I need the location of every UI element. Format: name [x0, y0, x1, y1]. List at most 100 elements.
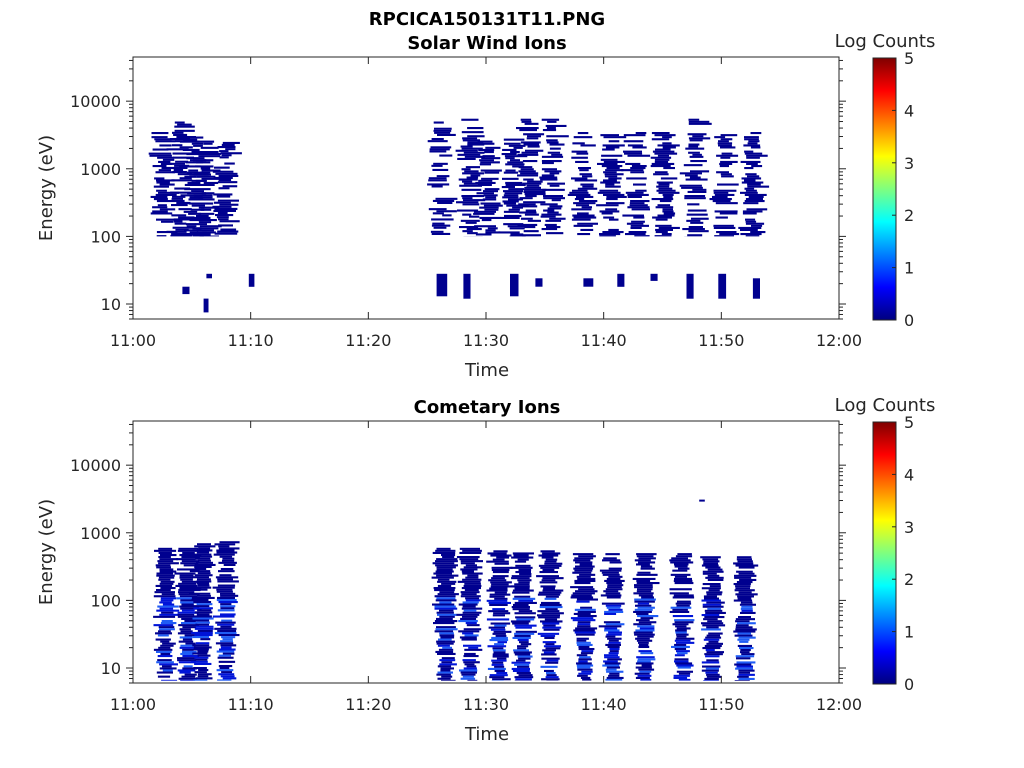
spectrogram-bin [437, 593, 459, 596]
colorbar-gradient [872, 57, 897, 321]
spectrogram-bin [159, 607, 174, 610]
spectrogram-bin [517, 655, 533, 658]
spectrogram-bin [674, 643, 687, 646]
spectrogram-bin [430, 230, 444, 233]
spectrogram-bin [579, 173, 592, 176]
spectrogram-bin [661, 233, 672, 236]
spectrogram-bin [174, 125, 195, 128]
spectrogram-bin [706, 593, 722, 596]
spectrogram-bin [463, 182, 483, 185]
spectrogram-bin [540, 550, 555, 553]
spectrogram-bin [177, 632, 198, 635]
spectrogram-bin [737, 560, 753, 563]
spectrogram-bin [509, 235, 526, 237]
spectrogram-bin [574, 582, 591, 585]
spectrogram-bin [178, 216, 195, 219]
spectrogram-bin [462, 601, 479, 604]
spectrogram-bin [185, 161, 204, 164]
spectrogram-bin [523, 178, 534, 181]
spectrogram-bin [602, 664, 620, 667]
spectrogram-bin [429, 150, 447, 153]
spectrogram-bin [186, 216, 203, 219]
spectrogram-bin [690, 221, 704, 224]
spectrogram-bin [177, 669, 196, 672]
spectrogram-bin [149, 154, 172, 157]
spectrogram-bin [180, 644, 196, 647]
spectrogram-bin [197, 673, 212, 676]
spectrogram-bin [514, 583, 530, 586]
spectrogram-bin [549, 184, 560, 187]
spectrogram-bin [218, 187, 230, 190]
spectrogram-bin [676, 664, 694, 667]
panel-1-x-label: Time [464, 360, 509, 381]
spectrogram-bin [188, 169, 199, 172]
spectrogram-bin [512, 552, 534, 555]
spectrogram-bin [570, 586, 594, 589]
spectrogram-bin [433, 587, 456, 590]
spectrogram-bin [174, 129, 195, 132]
spectrogram-bin [513, 554, 529, 557]
spectrogram-bin [663, 167, 675, 170]
spectrogram-bin [674, 660, 689, 663]
spectrogram-bin [191, 596, 215, 599]
spectrogram-bin [707, 620, 722, 623]
spectrogram-bin [745, 235, 760, 237]
spectrogram-bin [459, 226, 479, 229]
spectrogram-bin [493, 651, 506, 654]
spectrogram-bin [191, 553, 212, 556]
spectrogram-bin [157, 655, 173, 658]
spectrogram-bin [576, 152, 589, 155]
spectrogram-bin [475, 233, 492, 236]
spectrogram-bin [651, 198, 674, 201]
spectrogram-bin [442, 214, 452, 217]
spectrogram-bin [516, 672, 531, 675]
spectrogram-bin [198, 216, 211, 219]
spectrogram-bin [467, 574, 479, 577]
spectrogram-bin [159, 613, 179, 616]
spectrogram-bin [741, 609, 753, 612]
spectrogram-bin [544, 562, 563, 565]
spectrogram-bin [493, 550, 508, 553]
spectrogram-bin [203, 181, 219, 184]
spectrogram-bin [197, 549, 213, 552]
spectrogram-bin [175, 584, 198, 587]
spectrogram-bin [577, 212, 589, 215]
spectrogram-bin [737, 675, 749, 678]
spectrogram-bin [574, 569, 593, 572]
spectrogram-bin [179, 595, 198, 598]
spectrogram-bin [437, 665, 452, 668]
spectrogram-bin [676, 627, 691, 630]
spectrogram-bin [439, 609, 454, 612]
spectrogram-bin [475, 181, 496, 184]
spectrogram-bin [674, 577, 692, 580]
spectrogram-bin [714, 193, 735, 196]
spectrogram-bin [736, 581, 753, 584]
spectrogram-bin [182, 655, 200, 658]
spectrogram-bin [737, 597, 752, 600]
spectrogram-bin [510, 233, 524, 236]
spectrogram-bin [159, 183, 175, 186]
spectrogram-bin [576, 575, 591, 578]
spectrogram-bin [520, 118, 532, 121]
spectrogram-bin [543, 197, 565, 200]
spectrogram-bin [515, 678, 532, 681]
spectrogram-bin [706, 659, 719, 662]
spectrogram-bin [188, 212, 202, 215]
spectrogram-bin [482, 142, 495, 145]
spectrogram-bin [187, 192, 207, 195]
spectrogram-bin [505, 183, 526, 186]
spectrogram-bin [178, 589, 201, 592]
spectrogram-bin [515, 564, 531, 567]
spectrogram-bin [179, 574, 194, 577]
spectrogram-bin [457, 209, 479, 212]
spectrogram-bin [627, 193, 649, 196]
spectrogram-bin [435, 570, 454, 573]
spectrogram-bin [638, 643, 649, 646]
spectrogram-bin [160, 580, 175, 583]
spectrogram-bin [436, 175, 450, 178]
spectrogram-bin [487, 227, 498, 230]
spectrogram-bin [182, 650, 197, 653]
spectrogram-bin [194, 656, 209, 659]
spectrogram-bin [685, 147, 705, 150]
spectrogram-bin [489, 587, 508, 590]
